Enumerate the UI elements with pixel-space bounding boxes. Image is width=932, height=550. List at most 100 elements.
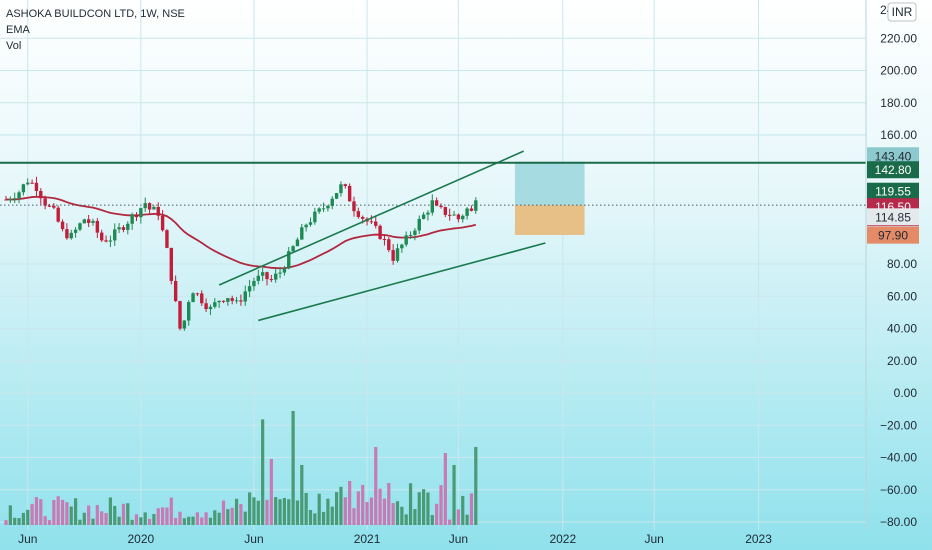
volume-bar: [378, 488, 382, 525]
volume-bar: [82, 512, 86, 525]
volume-bar: [239, 504, 243, 525]
candle-body: [39, 190, 43, 199]
candle-body: [126, 223, 130, 230]
volume-bar: [117, 516, 121, 525]
candle-body: [26, 182, 30, 185]
candle-body: [47, 205, 52, 207]
candle-body: [182, 320, 187, 329]
candle-body: [65, 229, 69, 239]
volume-bar: [65, 502, 69, 525]
candle-body: [213, 302, 217, 307]
candle-body: [274, 273, 278, 280]
candle-body: [191, 293, 195, 303]
candle-body: [221, 300, 226, 302]
volume-bar: [287, 499, 291, 525]
volume-bar: [413, 509, 417, 525]
candle-body: [69, 232, 73, 239]
x-tick-label: 2021: [354, 532, 381, 546]
volume-bar: [169, 497, 173, 525]
candle-body: [230, 298, 234, 301]
y-tick-label: 40.00: [887, 322, 917, 336]
candle-body: [139, 208, 143, 218]
candle-body: [461, 215, 465, 220]
volume-bar: [152, 514, 156, 525]
volume-bar: [191, 516, 195, 525]
currency-badge: [887, 2, 917, 22]
x-tick-label: 2020: [127, 532, 154, 546]
volume-bar: [43, 516, 47, 525]
volume-bar: [178, 511, 182, 525]
volume-bar: [335, 492, 339, 525]
x-tick-label: Jun: [18, 532, 37, 546]
candle-body: [361, 216, 365, 219]
volume-bar: [174, 518, 178, 525]
candle-body: [130, 214, 134, 224]
volume-bar: [87, 505, 91, 525]
volume-bar: [439, 485, 443, 525]
volume-bar: [387, 483, 391, 525]
price-tag-label: 119.55: [875, 185, 911, 199]
candle-body: [178, 301, 182, 329]
candle-body: [34, 182, 39, 191]
candle-body: [173, 280, 178, 302]
candle-body: [21, 184, 26, 193]
candle-body: [252, 280, 256, 287]
volume-bar: [39, 499, 43, 525]
volume-bar: [369, 497, 373, 525]
volume-bar: [30, 504, 34, 525]
candle-body: [378, 225, 382, 239]
price-tag-label: 114.85: [875, 210, 911, 224]
candle-body: [113, 229, 117, 241]
candle-body: [269, 279, 274, 281]
volume-bar: [356, 491, 360, 525]
candle-body: [91, 220, 95, 223]
candle-body: [187, 302, 191, 321]
volume-bar: [56, 496, 60, 525]
candle-body: [448, 214, 452, 216]
volume-bar: [221, 500, 226, 525]
volume-bar: [226, 509, 230, 525]
volume-bar: [147, 518, 152, 525]
volume-bar: [74, 498, 78, 525]
volume-bar: [156, 508, 160, 525]
candle-body: [278, 272, 282, 274]
y-tick-label: 180.00: [880, 96, 917, 110]
volume-bar: [208, 517, 213, 525]
x-tick-label: Jun: [644, 532, 663, 546]
candle-body: [317, 208, 321, 212]
volume-bar: [139, 517, 143, 525]
legend-vol[interactable]: Vol: [6, 40, 22, 52]
legend-ema[interactable]: EMA: [6, 24, 30, 36]
volume-bar: [17, 518, 21, 525]
price-tag: [867, 147, 919, 165]
y-tick-label: 20.00: [887, 354, 917, 368]
stop-zone: [514, 205, 585, 235]
target-zone: [514, 161, 585, 206]
candle-body: [456, 214, 461, 220]
candle-body: [439, 205, 443, 208]
candle-body: [408, 234, 413, 236]
volume-bar: [143, 512, 147, 525]
candle-body: [156, 206, 160, 216]
candle-body: [217, 300, 221, 303]
candle-body: [404, 235, 408, 245]
candle-body: [391, 250, 395, 261]
candle-body: [308, 222, 313, 225]
ema-line: [5, 195, 477, 270]
candle-body: [200, 293, 204, 304]
volume-bar: [417, 492, 421, 525]
candle-body: [287, 251, 291, 269]
candle-body: [43, 198, 47, 206]
candle-body: [374, 221, 378, 226]
y-tick-label: 0.00: [894, 386, 918, 400]
volume-bar: [308, 510, 313, 525]
candle-body: [169, 247, 173, 281]
volume-bar: [165, 507, 169, 525]
y-tick-label: −80.00: [880, 515, 917, 529]
symbol-title[interactable]: ASHOKA BUILDCON LTD, 1W, NSE: [6, 8, 185, 20]
volume-bar: [108, 497, 112, 525]
candle-body: [413, 230, 417, 235]
volume-bar: [26, 509, 30, 525]
